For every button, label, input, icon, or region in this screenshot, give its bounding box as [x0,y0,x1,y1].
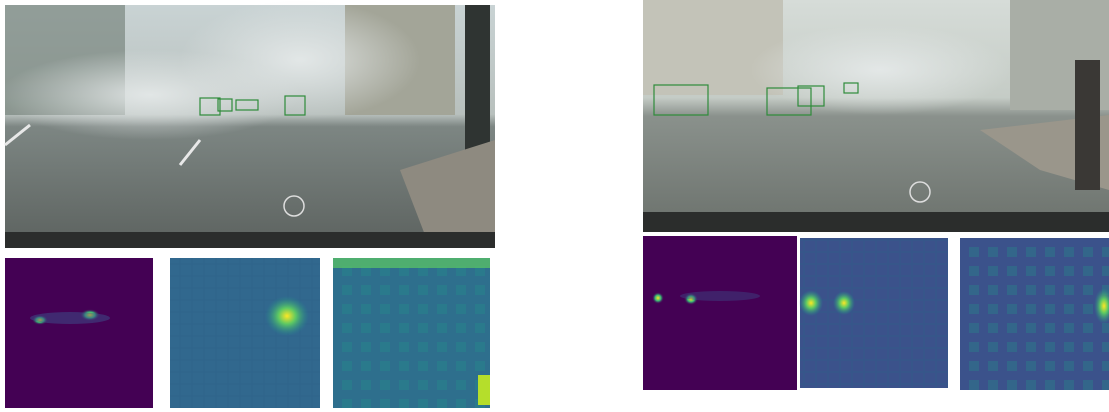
right-heatmap-1 [643,236,797,390]
left-heatmap-3 [333,258,490,408]
left-photo [0,0,495,248]
detection-boxes [653,82,859,116]
left-heatmap-1 [5,258,153,408]
left-heatmap-2 [170,258,320,408]
detection-boxes [199,95,306,116]
right-photo [643,0,1109,232]
right-heatmap-3 [960,238,1109,390]
right-heatmap-2 [799,238,948,388]
